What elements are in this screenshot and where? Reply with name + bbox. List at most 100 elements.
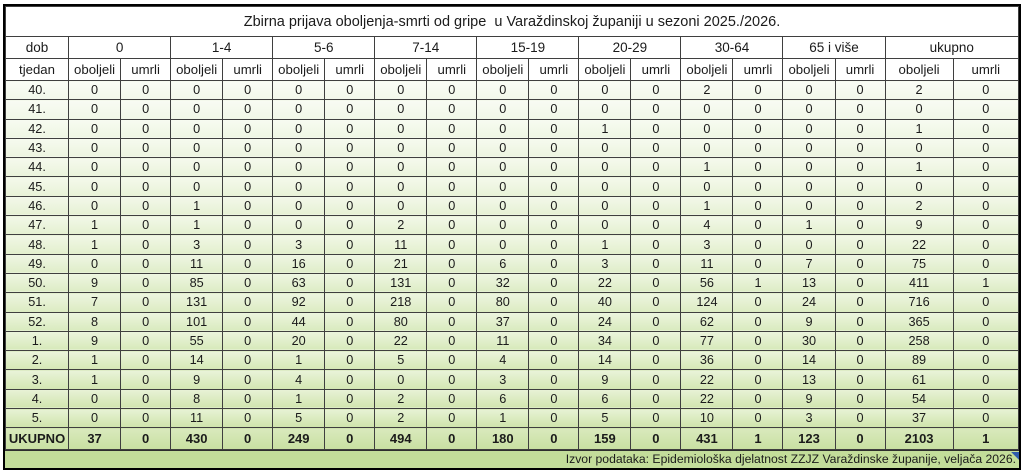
value-cell: 0 [222, 234, 274, 255]
value-cell: 80 [374, 311, 428, 332]
value-cell: 0 [732, 79, 784, 101]
week-cell: 4. [4, 388, 70, 410]
value-cell: 37 [476, 311, 530, 332]
value-cell: 0 [374, 195, 428, 217]
value-cell: 0 [222, 79, 274, 101]
week-cell: 51. [4, 292, 70, 313]
value-cell: 0 [222, 157, 274, 178]
age-group-header-row: dob 0 1-4 5-6 7-14 15-19 20-29 30-64 65 i više u… [4, 36, 1020, 59]
value-cell: 55 [170, 330, 224, 352]
value-cell: 0 [476, 137, 530, 159]
value-cell: 1 [578, 234, 632, 255]
value-cell: 1 [68, 350, 122, 371]
table-row: 47. 1 0 1 0 0 0 2 0 0 0 0 0 4 0 1 0 9 0 [4, 215, 1020, 236]
value-cell: 22 [884, 234, 954, 255]
age-group-header: 20-29 [578, 36, 682, 59]
value-cell: 0 [528, 157, 580, 178]
value-cell: 159 [578, 427, 632, 450]
value-cell: 2 [680, 79, 734, 101]
value-cell: 0 [68, 195, 122, 217]
value-cell: 89 [884, 350, 954, 371]
value-cell: 0 [170, 99, 224, 120]
value-cell: 0 [680, 137, 734, 159]
value-cell: 11 [170, 253, 224, 274]
value-cell: 0 [630, 99, 682, 120]
value-cell: 1 [170, 195, 224, 217]
value-cell: 0 [272, 99, 326, 120]
value-cell: 0 [426, 234, 478, 255]
value-cell: 9 [170, 369, 224, 390]
value-cell: 0 [476, 157, 530, 178]
value-cell: 0 [476, 234, 530, 255]
subheader-oboljeli: oboljeli [68, 58, 122, 81]
summary-table: Zbirna prijava oboljenja-smrti od gripe … [4, 6, 1020, 450]
value-cell: 1 [884, 157, 954, 178]
value-cell: 0 [120, 369, 172, 390]
value-cell: 0 [732, 408, 784, 429]
value-cell: 0 [426, 272, 478, 294]
value-cell: 0 [630, 79, 682, 101]
value-cell: 7 [782, 253, 836, 274]
value-cell: 54 [884, 388, 954, 410]
value-cell: 0 [732, 311, 784, 332]
value-cell: 0 [222, 408, 274, 429]
value-cell: 80 [476, 292, 530, 313]
table-row: 51. 7 0 131 0 92 0 218 0 80 0 40 0 124 0 24 0 716 0 [4, 292, 1020, 313]
week-cell: 46. [4, 195, 70, 217]
value-cell: 0 [426, 79, 478, 101]
value-cell: 0 [732, 350, 784, 371]
value-cell: 6 [578, 388, 632, 410]
week-cell: 1. [4, 330, 70, 352]
value-cell: 0 [324, 388, 376, 410]
value-cell: 0 [426, 311, 478, 332]
value-cell: 0 [528, 195, 580, 217]
value-cell: 0 [324, 311, 376, 332]
value-cell: 0 [952, 157, 1020, 178]
value-cell: 5 [578, 408, 632, 429]
value-cell: 0 [732, 118, 784, 139]
value-cell: 0 [426, 195, 478, 217]
subheader-umrli: umrli [528, 58, 580, 81]
value-cell: 0 [578, 137, 632, 159]
value-cell: 0 [120, 408, 172, 429]
value-cell: 0 [222, 388, 274, 410]
table-row: 1. 9 0 55 0 20 0 22 0 11 0 34 0 77 0 30 0 258 0 [4, 330, 1020, 352]
value-cell: 0 [272, 176, 326, 197]
value-cell: 0 [426, 215, 478, 236]
source-note: Izvor podataka: Epidemiološka djelatnost… [565, 451, 1016, 466]
value-cell: 0 [630, 272, 682, 294]
value-cell: 0 [834, 272, 886, 294]
value-cell: 0 [578, 176, 632, 197]
value-cell: 0 [528, 388, 580, 410]
value-cell: 0 [324, 350, 376, 371]
subheader-umrli: umrli [324, 58, 376, 81]
value-cell: 0 [834, 234, 886, 255]
corner-marker-icon [1011, 451, 1019, 460]
age-group-header: 1-4 [170, 36, 274, 59]
subheader-oboljeli: oboljeli [680, 58, 734, 81]
value-cell: 0 [426, 408, 478, 429]
week-cell: 3. [4, 369, 70, 390]
week-cell: 43. [4, 137, 70, 159]
value-cell: 85 [170, 272, 224, 294]
value-cell: 0 [578, 79, 632, 101]
value-cell: 0 [834, 388, 886, 410]
table-row: 49. 0 0 11 0 16 0 21 0 6 0 3 0 11 0 7 0 75 0 [4, 253, 1020, 274]
value-cell: 0 [324, 157, 376, 178]
week-cell: 48. [4, 234, 70, 255]
value-cell: 0 [782, 99, 836, 120]
table-row: 3. 1 0 9 0 4 0 0 0 3 0 9 0 22 0 13 0 61 0 [4, 369, 1020, 390]
value-cell: 249 [272, 427, 326, 450]
value-cell: 5 [272, 408, 326, 429]
value-cell: 0 [222, 137, 274, 159]
value-cell: 0 [272, 137, 326, 159]
value-cell: 92 [272, 292, 326, 313]
subheader-row: tjedan oboljeli umrli oboljeli umrli oboljel… [4, 58, 1020, 81]
value-cell: 0 [952, 234, 1020, 255]
value-cell: 2103 [884, 427, 954, 450]
value-cell: 0 [272, 195, 326, 217]
value-cell: 0 [630, 176, 682, 197]
value-cell: 0 [222, 427, 274, 450]
value-cell: 3 [170, 234, 224, 255]
value-cell: 0 [324, 195, 376, 217]
